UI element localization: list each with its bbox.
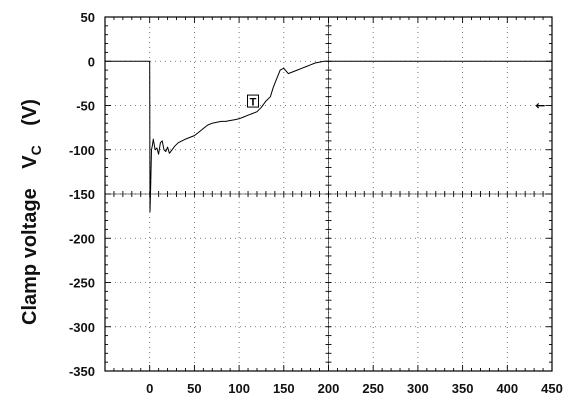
series-line-1 bbox=[105, 60, 552, 213]
y-tick-label: -350 bbox=[69, 364, 95, 379]
y-tick-label: 0 bbox=[88, 54, 95, 69]
level-marker-arrow: ← bbox=[535, 99, 545, 113]
y-tick-label: -300 bbox=[69, 320, 95, 335]
y-axis-label: Clamp voltage VC (V) bbox=[19, 99, 46, 325]
center-axis-ticks bbox=[104, 16, 553, 372]
x-tick-labels: 0 50 100 150 200 250 300 350 400 450 bbox=[146, 381, 563, 396]
x-tick-label: 350 bbox=[452, 381, 474, 396]
y-tick-label: -200 bbox=[69, 231, 95, 246]
trigger-marker-label: T bbox=[250, 97, 257, 109]
trigger-marker-box bbox=[247, 94, 260, 108]
x-tick-label: 300 bbox=[407, 381, 429, 396]
x-tick-label: 250 bbox=[362, 381, 384, 396]
annotations: T ← bbox=[247, 94, 545, 113]
x-tick-label: 100 bbox=[228, 381, 250, 396]
x-tick-label: 200 bbox=[318, 381, 340, 396]
y-tick-label: -50 bbox=[76, 99, 95, 114]
x-tick-label: 50 bbox=[187, 381, 201, 396]
y-tick-label: -150 bbox=[69, 187, 95, 202]
y-tick-label: -100 bbox=[69, 143, 95, 158]
x-tick-label: 400 bbox=[496, 381, 518, 396]
y-tick-labels: 50 0 -50 -100 -150 -200 -250 -300 -350 bbox=[69, 10, 95, 379]
y-tick-label: 50 bbox=[81, 10, 95, 25]
x-tick-label: 450 bbox=[541, 381, 563, 396]
tick-marks bbox=[104, 16, 553, 372]
x-tick-label: 0 bbox=[146, 381, 153, 396]
x-tick-label: 150 bbox=[273, 381, 295, 396]
y-tick-label: -250 bbox=[69, 276, 95, 291]
series-group bbox=[105, 60, 552, 213]
